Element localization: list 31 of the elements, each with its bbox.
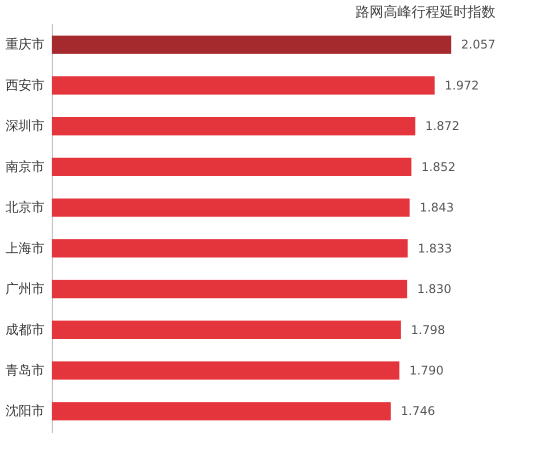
data-label: 1.972 xyxy=(444,78,479,92)
bar xyxy=(52,36,452,54)
data-label: 1.852 xyxy=(421,160,456,174)
bar xyxy=(52,158,412,176)
data-label: 1.833 xyxy=(418,241,452,256)
y-tick-label: 重庆市 xyxy=(5,38,44,53)
data-label: 1.872 xyxy=(425,119,460,134)
bar xyxy=(52,239,408,258)
y-tick-label: 北京市 xyxy=(5,200,44,216)
bar xyxy=(52,280,408,298)
y-tick-label: 青岛市 xyxy=(5,364,44,379)
data-label: 1.798 xyxy=(410,322,446,337)
y-tick-label: 深圳市 xyxy=(5,119,44,134)
y-tick-label: 西安市 xyxy=(5,77,44,94)
chart-title: 路网高峰行程延时指数 xyxy=(355,4,496,20)
y-tick-label: 南京市 xyxy=(5,160,44,175)
bar xyxy=(52,361,400,380)
y-tick-label: 广州市 xyxy=(5,282,44,298)
bar xyxy=(52,198,410,217)
bar xyxy=(52,76,435,95)
y-tick-label: 上海市 xyxy=(5,241,44,256)
data-label: 1.830 xyxy=(417,282,452,296)
data-label: 1.790 xyxy=(409,364,444,378)
data-label: 1.843 xyxy=(420,200,454,215)
bar xyxy=(52,402,391,420)
data-label: 1.746 xyxy=(400,404,436,418)
y-tick-label: 成都市 xyxy=(5,322,44,338)
bar xyxy=(52,320,401,339)
data-label: 2.057 xyxy=(461,38,496,52)
bar xyxy=(52,117,416,136)
y-tick-label: 沈阳市 xyxy=(5,404,44,420)
